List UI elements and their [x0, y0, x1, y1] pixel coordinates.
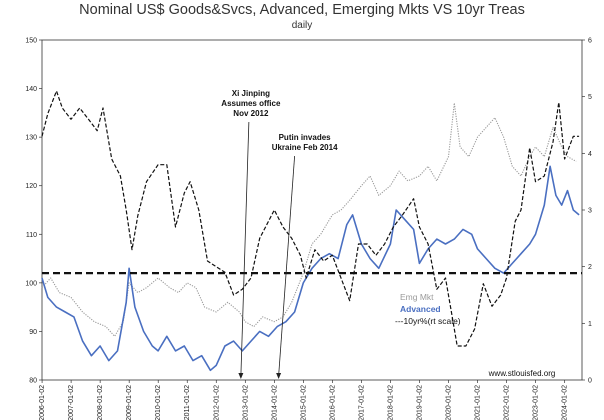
- x-tick-label: 2017-01-02: [358, 385, 365, 420]
- x-tick-label: 2012-01-02: [213, 385, 220, 420]
- left-tick-label: 120: [25, 183, 37, 190]
- right-tick-label: 2: [588, 264, 592, 271]
- left-tick-label: 90: [29, 329, 37, 336]
- left-tick-label: 80: [29, 378, 37, 385]
- x-tick-label: 2013-01-02: [242, 385, 249, 420]
- annotation-label: Nov 2012: [233, 109, 269, 118]
- right-tick-label: 1: [588, 321, 592, 328]
- x-tick-label: 2024-01-02: [562, 385, 569, 420]
- left-tick-label: 130: [25, 135, 37, 142]
- annotation-arrowhead: [238, 373, 244, 379]
- x-tick-label: 2020-01-02: [446, 385, 453, 420]
- x-tick-label: 2023-01-02: [533, 385, 540, 420]
- chart-subtitle: daily: [292, 20, 313, 31]
- annotation-arrowhead: [276, 373, 282, 379]
- annotation-label: Putin invades: [279, 133, 332, 142]
- x-tick-label: 2015-01-02: [300, 385, 307, 420]
- x-tick-label: 2018-01-02: [387, 385, 394, 420]
- right-tick-label: 0: [588, 378, 592, 385]
- annotation-label: Xi Jinping: [232, 89, 270, 98]
- annotation-arrow: [278, 155, 296, 377]
- annotation-label: Assumes office: [221, 99, 281, 108]
- right-tick-label: 4: [588, 151, 592, 158]
- legend-item: ---10yr%(rt scale): [395, 316, 461, 326]
- right-tick-label: 6: [588, 38, 592, 45]
- left-tick-label: 150: [25, 38, 37, 45]
- x-tick-label: 2010-01-02: [155, 385, 162, 420]
- x-tick-label: 2019-01-02: [417, 385, 424, 420]
- plot-area: 80 90 100 110 120 130 140 150 0 1 2 3 4 5 6 2006-01-02 2…: [25, 38, 592, 420]
- legend-item: Emg Mkt: [400, 292, 434, 302]
- x-tick-label: 2007-01-02: [68, 385, 75, 420]
- left-tick-label: 100: [25, 280, 37, 287]
- left-tick-label: 110: [26, 232, 37, 239]
- x-tick-label: 2014-01-02: [271, 385, 278, 420]
- annotation-label: Ukraine Feb 2014: [272, 143, 338, 152]
- plot-frame: [41, 39, 583, 381]
- chart-title: Nominal US$ Goods&Svcs, Advanced, Emergi…: [79, 2, 525, 18]
- left-tick-label: 140: [25, 86, 37, 93]
- x-tick-label: 2021-01-02: [475, 385, 482, 420]
- right-tick-label: 3: [588, 208, 592, 215]
- x-tick-label: 2011-01-02: [184, 385, 191, 420]
- x-tick-label: 2022-01-02: [504, 385, 511, 420]
- series-line-2: [41, 165, 580, 372]
- x-tick-label: 2008-01-02: [97, 385, 104, 420]
- annotation-arrow: [240, 121, 250, 377]
- x-tick-label: 2016-01-02: [329, 385, 336, 420]
- right-tick-label: 5: [588, 94, 592, 101]
- x-tick-label: 2009-01-02: [126, 385, 133, 420]
- source-label: www.stlouisfed.org: [488, 369, 556, 378]
- series-line-3: [41, 90, 580, 347]
- legend-item: Advanced: [400, 304, 441, 314]
- x-tick-label: 2006-01-02: [39, 385, 46, 420]
